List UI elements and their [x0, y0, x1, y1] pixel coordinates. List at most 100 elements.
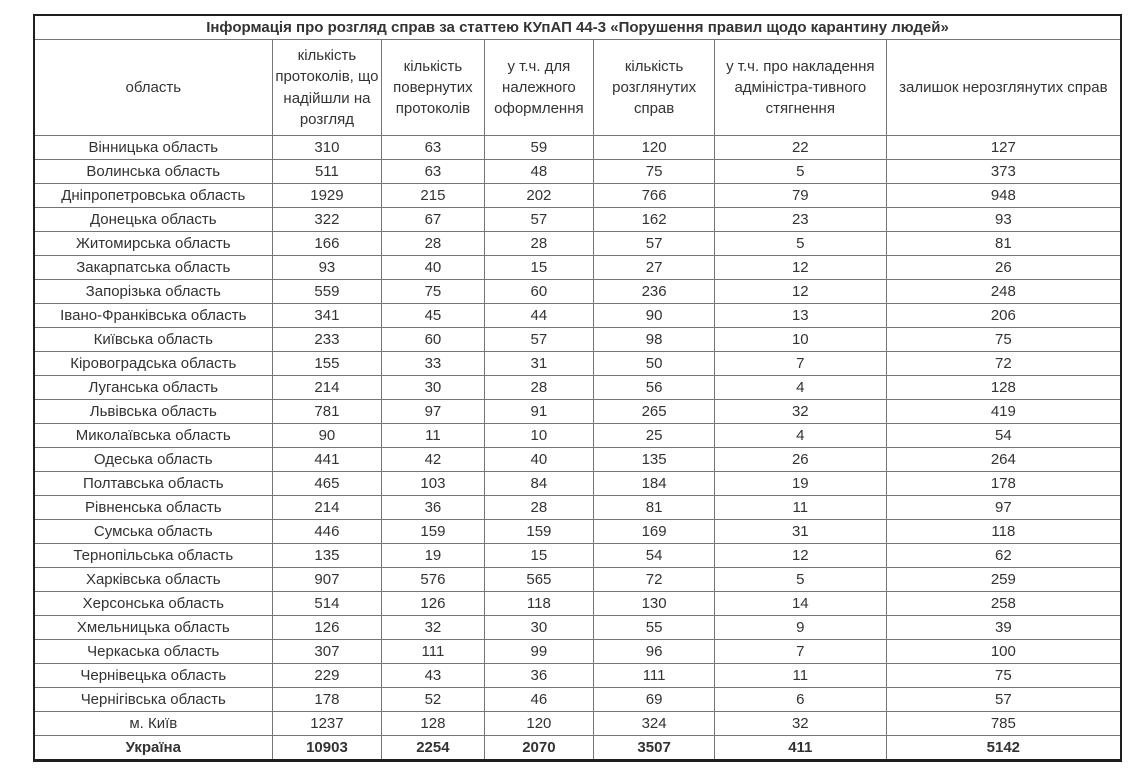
value-cell: 45	[381, 303, 485, 329]
value-cell: 60	[483, 279, 595, 305]
value-cell: 32	[381, 615, 485, 641]
value-cell: 97	[885, 495, 1122, 521]
value-cell: 202	[483, 183, 595, 209]
region-cell: Запорізька область	[33, 279, 273, 305]
col-header-protocols-received: кількість протоколів, що надійшли на роз…	[271, 38, 383, 137]
value-cell: 12	[713, 279, 887, 305]
value-cell: 907	[271, 567, 383, 593]
region-cell: Кіровоградська область	[33, 351, 273, 377]
value-cell: 576	[381, 567, 485, 593]
value-cell: 465	[271, 471, 383, 497]
value-cell: 11	[381, 423, 485, 449]
region-cell: Київська область	[33, 327, 273, 353]
value-cell: 57	[483, 207, 595, 233]
value-cell: 75	[593, 159, 715, 185]
value-cell: 96	[593, 639, 715, 665]
value-cell: 93	[885, 207, 1122, 233]
value-cell: 781	[271, 399, 383, 425]
value-cell: 28	[381, 231, 485, 257]
value-cell: 264	[885, 447, 1122, 473]
value-cell: 99	[483, 639, 595, 665]
value-cell: 33	[381, 351, 485, 377]
value-cell: 214	[271, 375, 383, 401]
value-cell: 4	[713, 423, 887, 449]
value-cell: 55	[593, 615, 715, 641]
value-cell: 441	[271, 447, 383, 473]
table-row: м. Київ 1237 128 120 324 32 785	[33, 711, 1122, 737]
value-cell: 514	[271, 591, 383, 617]
col-header-cases-considered: кількість розглянутих справ	[593, 38, 715, 137]
value-cell: 56	[593, 375, 715, 401]
value-cell: 36	[381, 495, 485, 521]
value-cell: 97	[381, 399, 485, 425]
region-cell: Волинська область	[33, 159, 273, 185]
table-row: Житомирська область 166 28 28 57 5 81	[33, 231, 1122, 257]
col-header-unconsidered-remaining: залишок нерозглянутих справ	[885, 38, 1122, 137]
value-cell: 90	[593, 303, 715, 329]
value-cell: 322	[271, 207, 383, 233]
value-cell: 307	[271, 639, 383, 665]
table-row: Кіровоградська область 155 33 31 50 7 72	[33, 351, 1122, 377]
table-row: Донецька область 322 67 57 162 23 93	[33, 207, 1122, 233]
region-cell: Чернівецька область	[33, 663, 273, 689]
region-cell: Черкаська область	[33, 639, 273, 665]
value-cell: 184	[593, 471, 715, 497]
table-row: Одеська область 441 42 40 135 26 264	[33, 447, 1122, 473]
value-cell: 236	[593, 279, 715, 305]
value-cell: 120	[593, 135, 715, 161]
region-cell: Львівська область	[33, 399, 273, 425]
region-cell: Миколаївська область	[33, 423, 273, 449]
value-cell: 4	[713, 375, 887, 401]
region-cell: Дніпропетровська область	[33, 183, 273, 209]
value-cell: 128	[381, 711, 485, 737]
value-cell: 446	[271, 519, 383, 545]
table-row: Закарпатська область 93 40 15 27 12 26	[33, 255, 1122, 281]
value-cell: 31	[483, 351, 595, 377]
region-cell: Одеська область	[33, 447, 273, 473]
value-cell: 62	[885, 543, 1122, 569]
value-cell: 135	[271, 543, 383, 569]
value-cell: 28	[483, 231, 595, 257]
table-row: Дніпропетровська область 1929 215 202 766 79 9…	[33, 183, 1122, 209]
value-cell: 11	[713, 495, 887, 521]
value-cell: 111	[381, 639, 485, 665]
value-cell: 25	[593, 423, 715, 449]
value-cell: 60	[381, 327, 485, 353]
region-cell: м. Київ	[33, 711, 273, 737]
table-title: Інформація про розгляд справ за статтею …	[33, 14, 1122, 40]
region-cell: Херсонська область	[33, 591, 273, 617]
value-cell: 93	[271, 255, 383, 281]
region-cell: Полтавська область	[33, 471, 273, 497]
col-header-admin-penalty: у т.ч. про накладення адміністра-тивного…	[713, 38, 887, 137]
table-body: Вінницька область 310 63 59 120 22 127 Волинськ…	[33, 135, 1122, 762]
table-row: Черкаська область 307 111 99 96 7 100	[33, 639, 1122, 665]
region-cell: Житомирська область	[33, 231, 273, 257]
quarantine-cases-table: Інформація про розгляд справ за статтею …	[33, 14, 1122, 763]
value-cell: 14	[713, 591, 887, 617]
value-cell: 90	[271, 423, 383, 449]
value-cell: 215	[381, 183, 485, 209]
value-cell: 373	[885, 159, 1122, 185]
value-cell: 15	[483, 543, 595, 569]
value-cell: 91	[483, 399, 595, 425]
value-cell: 42	[381, 447, 485, 473]
value-cell: 5	[713, 567, 887, 593]
value-cell: 40	[483, 447, 595, 473]
table-row: Луганська область 214 30 28 56 4 128	[33, 375, 1122, 401]
value-cell: 31	[713, 519, 887, 545]
value-cell: 12	[713, 255, 887, 281]
value-cell: 166	[271, 231, 383, 257]
value-cell: 5	[713, 231, 887, 257]
value-cell: 159	[483, 519, 595, 545]
value-cell: 214	[271, 495, 383, 521]
value-cell: 162	[593, 207, 715, 233]
value-cell: 81	[593, 495, 715, 521]
value-cell: 10	[713, 327, 887, 353]
value-cell: 103	[381, 471, 485, 497]
value-cell: 40	[381, 255, 485, 281]
value-cell: 111	[593, 663, 715, 689]
value-cell: 57	[885, 687, 1122, 713]
value-cell: 310	[271, 135, 383, 161]
table-row: Вінницька область 310 63 59 120 22 127	[33, 135, 1122, 161]
value-cell: 32	[713, 399, 887, 425]
